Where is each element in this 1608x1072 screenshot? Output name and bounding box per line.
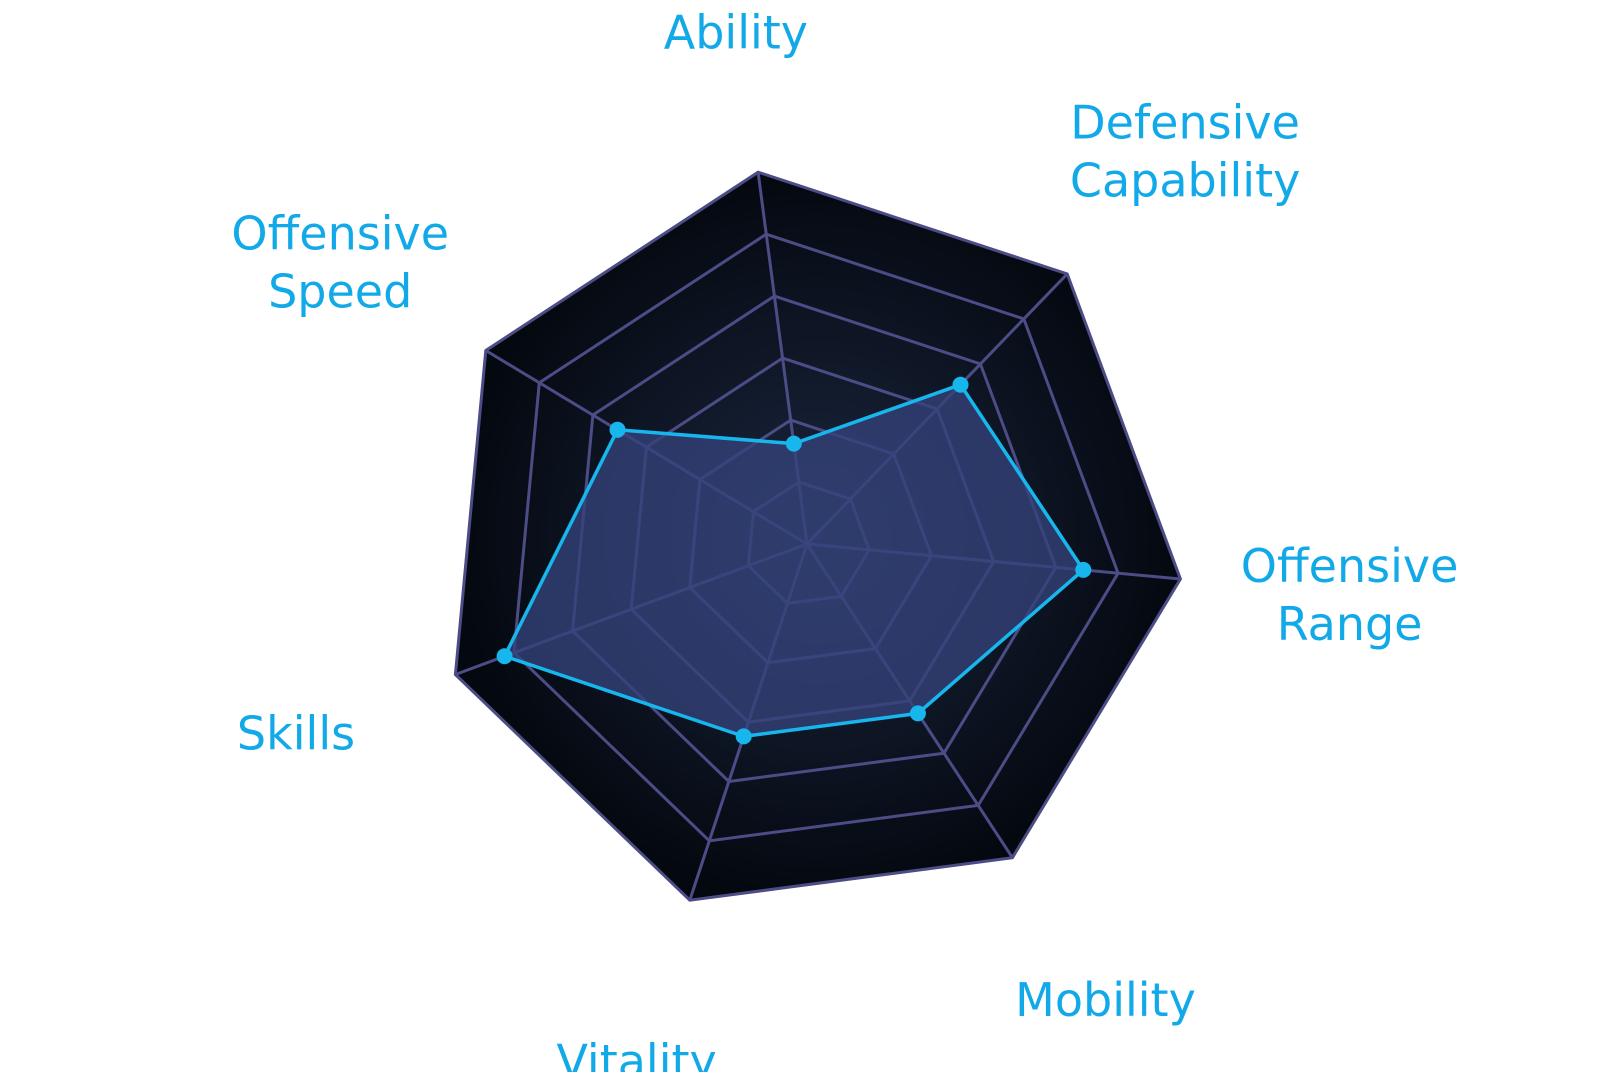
data-point-1: [785, 435, 802, 452]
axis-label-4-line-1: Mobility: [1015, 973, 1196, 1027]
series-area: [502, 382, 1086, 739]
axis-label-5-line-1: Vitality: [556, 1035, 716, 1072]
axis-label-1-line-1: Offensive: [627, 0, 845, 2]
axis-label-6: Skills: [237, 707, 355, 761]
axis-label-7-line-2: Speed: [268, 265, 412, 319]
axis-label-7-line-1: Offensive: [231, 207, 449, 261]
data-point-2: [952, 376, 969, 393]
axis-label-1-line-2: Ability: [664, 6, 808, 60]
radar-series: [496, 376, 1092, 745]
axis-label-2-line-1: Defensive: [1070, 96, 1300, 150]
axis-label-6-line-1: Skills: [237, 707, 355, 761]
axis-label-5: Vitality: [556, 1035, 716, 1072]
data-point-6: [496, 648, 513, 665]
data-point-4: [909, 705, 926, 722]
axis-label-2-line-2: Capability: [1070, 154, 1301, 208]
axis-label-7: Offensive Speed: [231, 207, 449, 319]
grid-ring-5: [512, 232, 1120, 843]
axis-label-3-line-1: Offensive: [1241, 539, 1459, 593]
data-point-3: [1075, 561, 1092, 578]
data-point-7: [609, 421, 626, 438]
axis-label-1: Offensive Ability: [627, 0, 845, 60]
data-point-5: [735, 728, 752, 745]
axis-label-3-line-2: Range: [1277, 597, 1423, 651]
grid-ring-6: [453, 170, 1183, 902]
axis-label-3: Offensive Range: [1241, 539, 1459, 651]
axis-label-2: Defensive Capability: [1070, 96, 1301, 208]
grid-ring-4: [571, 294, 1058, 784]
axis-label-4: Mobility: [1015, 973, 1196, 1027]
